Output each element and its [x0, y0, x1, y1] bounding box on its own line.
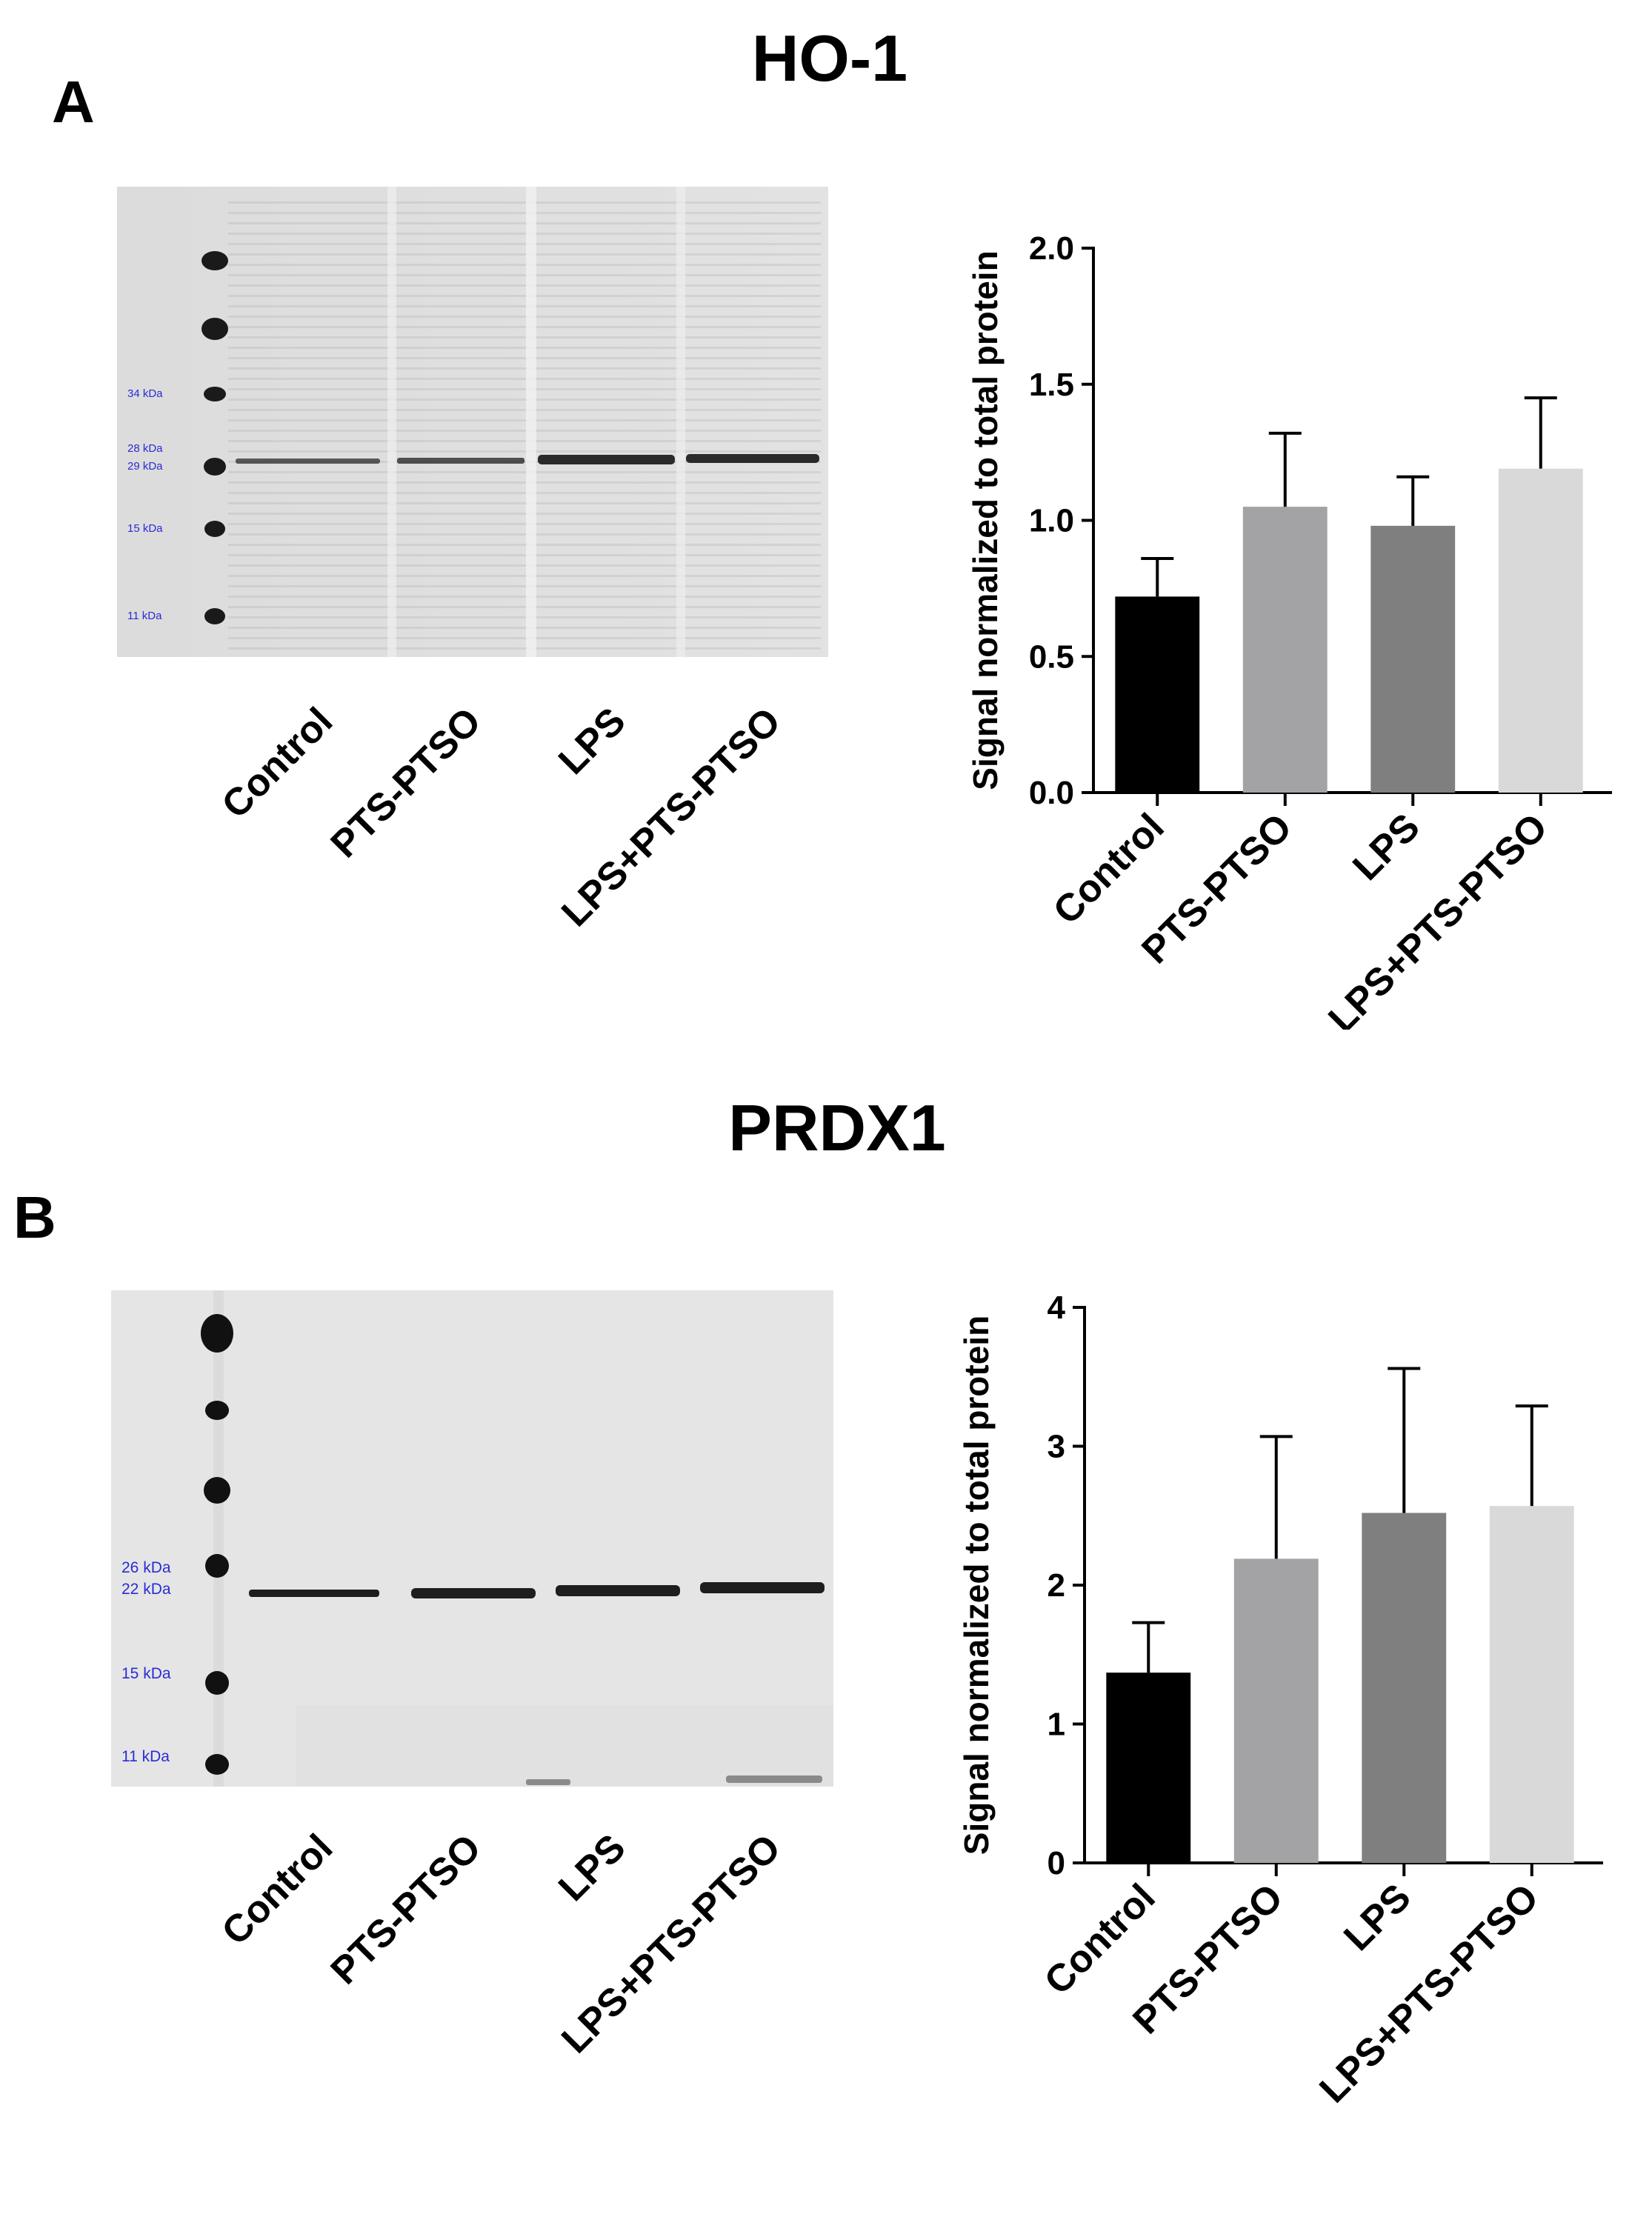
y-tick-label: 1 [1048, 1707, 1065, 1743]
marker-label: 22 kDa [121, 1581, 171, 1598]
blot-b-lane-label: LPS [550, 1826, 634, 1910]
y-tick-label: 3 [1048, 1429, 1065, 1465]
x-tick-label: LPS+PTS-PTSO [1311, 1875, 1547, 2111]
western-blot-b: 26 kDa 22 kDa 15 kDa 11 kDa [111, 1290, 833, 1787]
blot-a-lane-label: LPS [550, 699, 634, 784]
marker-label: 11 kDa [127, 610, 162, 622]
panel-b-letter: B [13, 1184, 56, 1250]
bar-chart-prdx1: 0 1 2 3 4 Signal normalized to total protein C… [957, 1290, 1603, 2111]
panel-b-title: PRDX1 [728, 1091, 946, 1164]
marker-label: 15 kDa [127, 522, 163, 535]
blot-a-lane-label: Control [213, 699, 342, 827]
bar-chart-ho1: 0.0 0.5 1.0 1.5 2.0 Signal normalized to tota… [966, 230, 1612, 1030]
marker-label: 34 kDa [127, 387, 163, 400]
panel-a-letter: A [52, 69, 95, 135]
blot-b-lane-label: Control [213, 1826, 342, 1954]
western-blot-a: 34 kDa 28 kDa 29 kDa 15 kDa 11 kDa [117, 187, 828, 657]
marker-label: 26 kDa [121, 1559, 171, 1576]
panel-a-title: HO-1 [751, 21, 908, 95]
marker-label: 11 kDa [121, 1748, 170, 1765]
bar [1362, 1513, 1447, 1863]
x-tick-label: Control [1045, 805, 1173, 933]
bar [1242, 507, 1328, 793]
blot-b-lane-label: PTS-PTSO [322, 1826, 490, 1993]
bar [1489, 1506, 1574, 1863]
y-tick-label: 0.0 [1029, 775, 1074, 811]
marker-label: 15 kDa [121, 1665, 171, 1682]
y-tick-label: 2 [1048, 1567, 1065, 1604]
x-tick-label: Control [1036, 1875, 1164, 2003]
bar [1233, 1558, 1319, 1863]
y-tick-label: 2.0 [1029, 230, 1074, 267]
y-tick-label: 0 [1048, 1845, 1065, 1881]
y-tick-label: 1.5 [1029, 367, 1074, 403]
y-tick-label: 0.5 [1029, 638, 1074, 675]
y-tick-label: 1.0 [1029, 503, 1074, 539]
blot-a-lane-label: PTS-PTSO [322, 699, 490, 867]
bar [1106, 1673, 1191, 1863]
x-tick-label: LPS [1336, 1875, 1419, 1959]
bar [1115, 596, 1200, 793]
bar [1370, 525, 1456, 793]
bar [1498, 468, 1583, 793]
marker-label: 29 kDa [127, 460, 163, 473]
y-tick-label: 4 [1048, 1290, 1066, 1326]
marker-label: 28 kDa [127, 442, 163, 455]
x-tick-label: LPS [1345, 805, 1428, 889]
x-tick-label: LPS+PTS-PTSO [1320, 805, 1556, 1030]
y-axis-label: Signal normalized to total protein [966, 250, 1005, 790]
y-axis-label: Signal normalized to total protein [957, 1316, 996, 1855]
